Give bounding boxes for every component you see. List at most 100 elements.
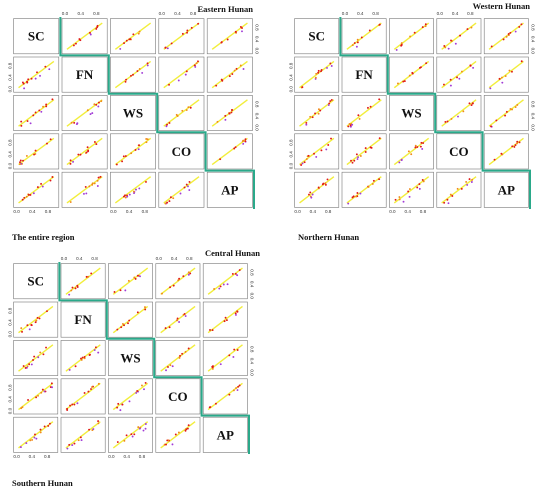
x-tick-label: 0.4 — [29, 209, 36, 214]
data-point — [329, 62, 332, 65]
y-tick-label: 0.0 — [249, 369, 254, 376]
x-tick-label: 0.0 — [437, 11, 444, 16]
data-point — [137, 148, 140, 151]
y-tick-label: 0.4 — [249, 358, 254, 365]
data-point — [234, 312, 237, 315]
data-point — [309, 191, 312, 194]
panel-CO-WS — [389, 133, 434, 170]
data-point — [140, 384, 143, 387]
data-point — [123, 324, 125, 327]
data-point — [400, 42, 403, 45]
data-point — [38, 109, 41, 112]
data-point — [68, 293, 71, 296]
data-point — [19, 161, 21, 164]
data-point — [123, 42, 125, 45]
panel-FN-AP — [206, 56, 253, 93]
data-point — [408, 188, 411, 190]
data-point — [71, 444, 74, 447]
data-point — [509, 107, 512, 110]
data-point — [83, 355, 86, 358]
data-point — [234, 146, 237, 149]
variable-label-co: CO — [168, 389, 188, 404]
data-point — [177, 279, 180, 282]
data-point — [511, 145, 514, 148]
data-point — [73, 442, 76, 445]
data-point — [69, 201, 72, 203]
data-point — [398, 196, 401, 198]
x-tick-label: 0.0 — [110, 209, 117, 214]
data-point — [130, 152, 133, 155]
data-point — [73, 121, 76, 124]
panel-frame — [155, 378, 201, 415]
y-tick-label: 0.0 — [254, 48, 259, 55]
data-point — [82, 192, 85, 195]
data-point — [300, 164, 303, 166]
data-point — [214, 402, 217, 405]
panel-AP-WS: 0.0 0.4 0.8 — [108, 416, 153, 459]
data-point — [138, 30, 141, 33]
data-point — [95, 143, 98, 146]
data-point — [215, 84, 218, 87]
panel-SC-FN: 0.0 0.4 0.8 — [61, 11, 108, 55]
data-point — [327, 144, 330, 146]
fit-line — [299, 137, 335, 166]
fit-line — [114, 176, 152, 204]
panel-SC-WS — [389, 18, 434, 55]
panel-AP-WS: 0.0 0.4 0.8 — [110, 171, 156, 214]
data-point — [442, 83, 445, 86]
data-point — [133, 276, 136, 279]
data-point — [49, 138, 52, 141]
data-point — [518, 25, 521, 28]
data-point — [68, 443, 71, 446]
data-point — [460, 187, 463, 190]
panel-CO-AP — [202, 378, 248, 415]
data-point — [224, 114, 227, 117]
data-point — [314, 76, 317, 79]
data-point — [211, 367, 214, 370]
data-point — [171, 365, 174, 368]
data-point — [516, 142, 518, 145]
data-point — [353, 42, 356, 44]
panel-WS-SC — [13, 340, 59, 376]
variable-label-ap: AP — [217, 427, 234, 442]
data-point — [490, 45, 493, 48]
data-point — [356, 158, 359, 160]
y-tick-label: 0.8 — [8, 139, 13, 146]
panel-AP-SC: 0.0 0.4 0.8 — [13, 416, 59, 459]
region-label-eastern: Eastern Hunan — [198, 4, 254, 14]
data-point — [414, 146, 417, 149]
data-point — [88, 185, 91, 188]
data-point — [187, 271, 190, 274]
scatter-matrix-3: SC 0.0 0.4 0.8 0.0 0.4 0.8 0.0 0.4 0.8 0.0 0.4 0.8 FN… — [8, 256, 255, 459]
data-point — [466, 28, 469, 31]
data-point — [468, 178, 471, 181]
data-point — [421, 26, 424, 29]
data-point — [166, 439, 169, 442]
data-point — [317, 71, 320, 74]
data-point — [500, 76, 503, 79]
x-tick-label: 0.4 — [310, 209, 317, 214]
panel-SC-AP: 0.0 0.4 0.8 — [202, 263, 254, 299]
data-point — [93, 349, 96, 352]
data-point — [145, 141, 148, 144]
data-point — [181, 109, 184, 112]
data-point — [443, 201, 446, 204]
data-point — [241, 30, 243, 33]
data-point — [183, 313, 186, 315]
data-point — [86, 109, 89, 112]
data-point — [100, 100, 103, 103]
data-point — [29, 439, 32, 442]
fit-line — [163, 22, 200, 50]
data-point — [410, 153, 413, 156]
fit-line — [163, 99, 200, 127]
data-point — [303, 161, 306, 164]
data-point — [397, 82, 399, 85]
data-point — [314, 112, 317, 115]
panel-AP-FN — [61, 171, 108, 208]
y-tick-label: 0.8 — [8, 384, 13, 391]
data-point — [320, 68, 323, 71]
data-point — [21, 406, 24, 409]
data-point — [516, 140, 519, 143]
scatter-matrix-1: SC 0.0 0.4 0.8 0.0 0.4 0.8 0.0 0.4 0.8 0.0 0.4 0.8 FN… — [8, 11, 260, 214]
data-point — [21, 198, 24, 201]
